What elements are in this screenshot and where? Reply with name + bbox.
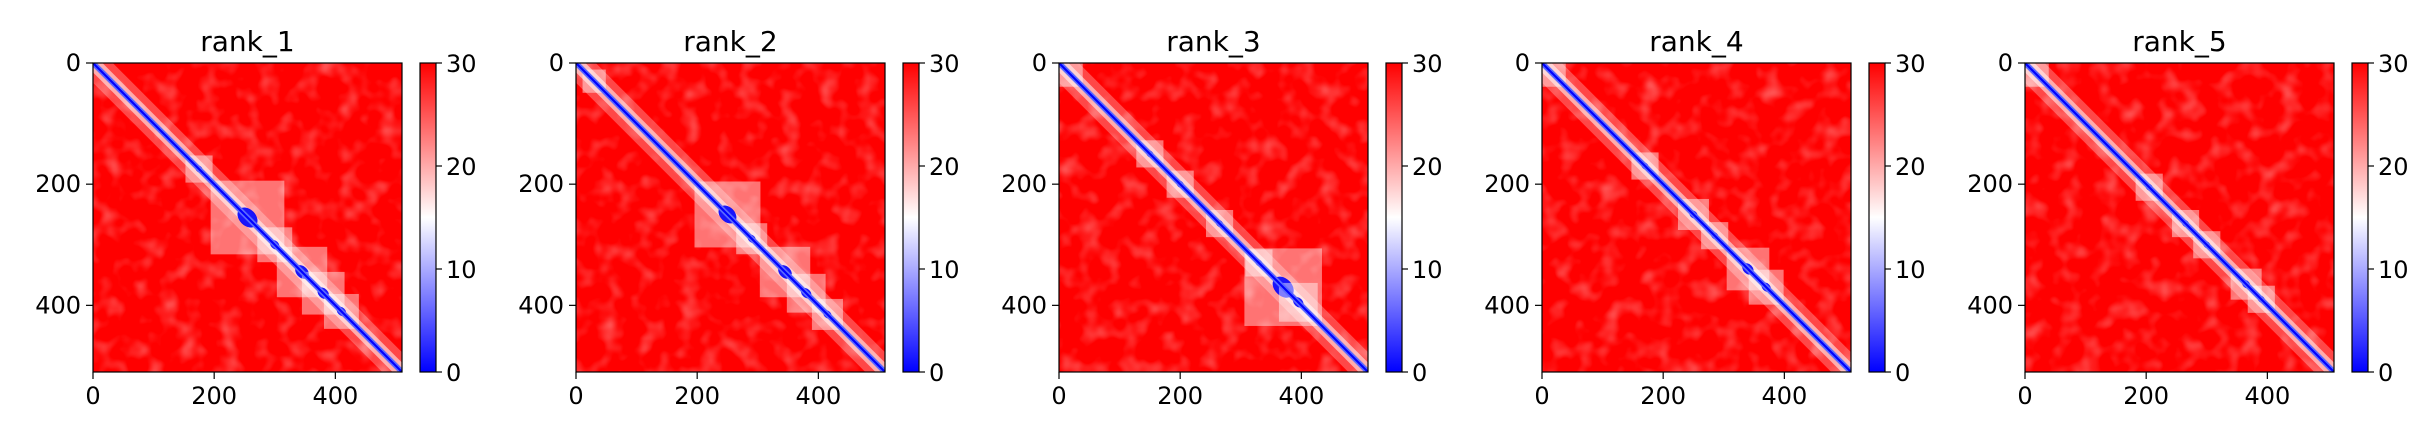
y-tick-label: 200 — [518, 170, 564, 198]
heatmap-panel-1: rank_1 0 200 400 0 200 400 0 10 20 30 — [35, 25, 476, 410]
x-tick-label: 0 — [2017, 382, 2032, 410]
x-tick-label: 0 — [1534, 382, 1549, 410]
y-tick-label: 400 — [1967, 291, 2013, 319]
x-tick-label: 200 — [191, 382, 237, 410]
heatmap-image — [576, 63, 885, 372]
colorbar-tick-label: 30 — [1895, 50, 1926, 78]
x-tick-label: 400 — [795, 382, 841, 410]
colorbar-tick-label: 10 — [1412, 256, 1443, 284]
x-tick-label: 0 — [1051, 382, 1066, 410]
colorbar-tick-label: 20 — [929, 153, 960, 181]
heatmap-image — [2025, 63, 2334, 372]
y-tick-label: 200 — [35, 170, 81, 198]
y-tick-label: 0 — [66, 49, 81, 77]
colorbar-tick-label: 30 — [929, 50, 960, 78]
y-tick-label: 400 — [1001, 291, 1047, 319]
panel-title: rank_5 — [2132, 25, 2226, 58]
colorbar — [1869, 63, 1885, 372]
y-tick-label: 0 — [549, 49, 564, 77]
heatmap-image — [93, 63, 402, 372]
x-tick-label: 200 — [674, 382, 720, 410]
colorbar-tick-label: 30 — [1412, 50, 1443, 78]
colorbar-tick-label: 0 — [446, 359, 461, 387]
x-tick-label: 200 — [2123, 382, 2169, 410]
heatmap-image — [1542, 63, 1851, 372]
heatmap-panel-3: rank_3 0 200 400 0 200 400 0 10 20 30 — [1001, 25, 1442, 410]
x-tick-label: 400 — [312, 382, 358, 410]
colorbar-tick-label: 30 — [446, 50, 477, 78]
heatmap-panel-4: rank_4 0 200 400 0 200 400 0 10 20 30 — [1484, 25, 1925, 410]
colorbar-tick-label: 0 — [929, 359, 944, 387]
y-tick-label: 200 — [1967, 170, 2013, 198]
colorbar-tick-label: 30 — [2378, 50, 2409, 78]
x-tick-label: 400 — [2244, 382, 2290, 410]
colorbar-tick-label: 20 — [1412, 153, 1443, 181]
x-tick-label: 0 — [568, 382, 583, 410]
heatmap-panel-5: rank_5 0 200 400 0 200 400 0 10 20 30 — [1967, 25, 2408, 410]
y-tick-label: 0 — [1032, 49, 1047, 77]
panel-title: rank_4 — [1649, 25, 1743, 58]
colorbar-tick-label: 20 — [2378, 153, 2409, 181]
colorbar-tick-label: 10 — [929, 256, 960, 284]
y-tick-label: 200 — [1001, 170, 1047, 198]
x-tick-label: 200 — [1157, 382, 1203, 410]
colorbar-tick-label: 0 — [1895, 359, 1910, 387]
x-tick-label: 400 — [1278, 382, 1324, 410]
colorbar-tick-label: 10 — [446, 256, 477, 284]
panel-title: rank_1 — [200, 25, 294, 58]
colorbar — [1386, 63, 1402, 372]
colorbar-tick-label: 10 — [1895, 256, 1926, 284]
y-tick-label: 400 — [518, 291, 564, 319]
x-tick-label: 200 — [1640, 382, 1686, 410]
colorbar — [420, 63, 436, 372]
y-tick-label: 0 — [1998, 49, 2013, 77]
y-tick-label: 400 — [35, 291, 81, 319]
heatmap-image — [1059, 63, 1368, 372]
colorbar-tick-label: 20 — [1895, 153, 1926, 181]
y-tick-label: 200 — [1484, 170, 1530, 198]
x-tick-label: 0 — [85, 382, 100, 410]
y-tick-label: 400 — [1484, 291, 1530, 319]
colorbar-tick-label: 10 — [2378, 256, 2409, 284]
panel-title: rank_3 — [1166, 25, 1260, 58]
colorbar-tick-label: 0 — [2378, 359, 2393, 387]
heatmap-panel-2: rank_2 0 200 400 0 200 400 0 10 20 30 — [518, 25, 959, 410]
x-tick-label: 400 — [1761, 382, 1807, 410]
panel-title: rank_2 — [683, 25, 777, 58]
colorbar-tick-label: 0 — [1412, 359, 1427, 387]
colorbar — [903, 63, 919, 372]
colorbar-tick-label: 20 — [446, 153, 477, 181]
y-tick-label: 0 — [1515, 49, 1530, 77]
colorbar — [2352, 63, 2368, 372]
